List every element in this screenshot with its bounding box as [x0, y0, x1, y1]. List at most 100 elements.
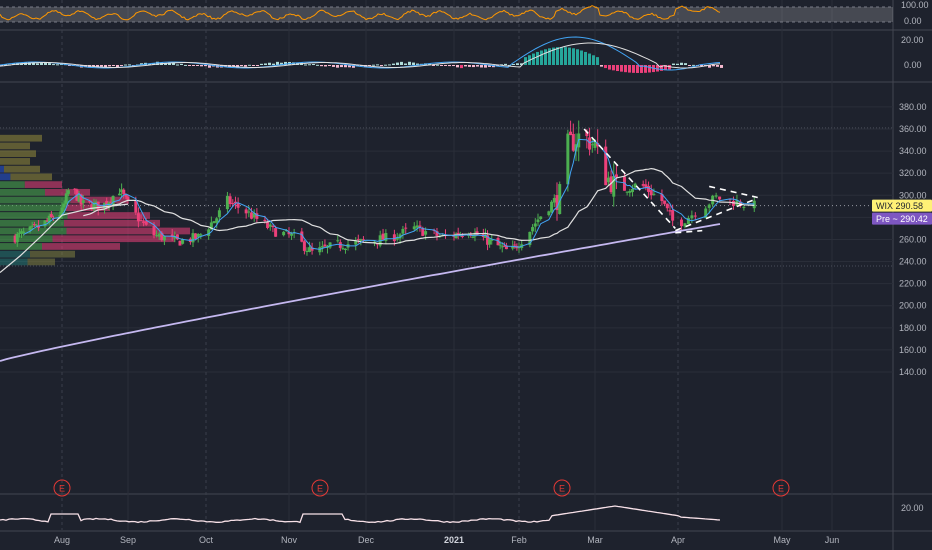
- price-tick: 200.00: [899, 301, 927, 311]
- candle-body: [415, 225, 419, 228]
- macd-histogram-bar: [516, 63, 519, 65]
- x-axis-label: 2021: [444, 535, 464, 545]
- candle-body: [625, 191, 629, 193]
- macd-histogram-bar: [52, 64, 55, 66]
- candle-body: [37, 225, 41, 228]
- macd-histogram-bar: [716, 65, 719, 67]
- wedge-line: [709, 185, 758, 199]
- macd-histogram-bar: [504, 63, 507, 65]
- candle-body: [392, 234, 396, 242]
- candle-body: [320, 246, 324, 248]
- candle-body: [64, 193, 68, 204]
- candle-body: [170, 234, 174, 237]
- macd-histogram-bar: [624, 65, 627, 73]
- x-axis-label: Aug: [54, 535, 70, 545]
- earnings-marker-circle: [53, 479, 71, 497]
- volume-profile-down: [10, 173, 52, 181]
- lower-indicator-panel: [0, 505, 721, 524]
- candle-body: [122, 189, 126, 195]
- macd-histogram-bar: [644, 65, 647, 73]
- x-axis-label: Jun: [825, 535, 840, 545]
- macd-histogram-bar: [460, 65, 463, 69]
- candle-body: [136, 213, 140, 222]
- candle-body: [13, 235, 17, 243]
- macd-histogram-bar: [396, 62, 399, 65]
- candle-body: [504, 245, 508, 250]
- price-tick: 180.00: [899, 323, 927, 333]
- candle-body: [652, 193, 656, 195]
- candle-body: [255, 213, 259, 219]
- earnings-marker-circle: [311, 479, 329, 497]
- macd-histogram-bar: [592, 55, 595, 65]
- candle-body: [217, 210, 221, 218]
- macd-histogram-bar: [180, 63, 183, 65]
- price-tick: 140.00: [899, 367, 927, 377]
- macd-histogram-bar: [372, 64, 375, 66]
- macd-histogram-bar: [620, 65, 623, 72]
- macd-histogram-bar: [692, 64, 695, 66]
- candle-body: [361, 239, 365, 241]
- x-axis-label: Dec: [358, 535, 375, 545]
- macd-histogram-bar: [28, 62, 31, 65]
- rsi-tick-0: 0.00: [904, 16, 922, 26]
- candle-body: [22, 231, 26, 234]
- candle-body: [79, 194, 83, 205]
- x-axis-label: Nov: [281, 535, 298, 545]
- candle-body: [585, 131, 589, 137]
- macd-histogram-bar: [92, 65, 95, 67]
- macd-histogram-bar: [316, 64, 319, 66]
- macd-histogram-bar: [56, 64, 59, 66]
- macd-histogram-bar: [412, 62, 415, 65]
- macd-histogram-bar: [232, 65, 235, 67]
- macd-histogram-bar: [648, 65, 651, 73]
- macd-histogram-bar: [284, 61, 287, 65]
- candle-body: [236, 203, 240, 208]
- volume-profile-down: [0, 142, 30, 150]
- candle-body: [633, 183, 637, 188]
- candle-body: [683, 223, 687, 227]
- macd-histogram-bar: [668, 65, 671, 70]
- candle-body: [250, 212, 254, 219]
- price-tick: 300.00: [899, 190, 927, 200]
- volume-profile-down: [27, 258, 55, 266]
- candle-body: [531, 227, 535, 232]
- candle-body: [117, 193, 121, 196]
- rsi-line: [0, 5, 721, 21]
- candle-body: [686, 218, 690, 225]
- volume-profile-down: [0, 134, 42, 142]
- macd-histogram-bar: [128, 64, 131, 66]
- macd-histogram-bar: [496, 65, 499, 66]
- macd-histogram-bar: [272, 63, 275, 65]
- macd-histogram-bar: [468, 65, 471, 67]
- wedge-line: [675, 229, 703, 234]
- panel-bg-0: [0, 0, 932, 28]
- pre-price-tag: [872, 212, 932, 225]
- macd-histogram-bar: [124, 64, 127, 66]
- macd-histogram-bar: [628, 65, 631, 73]
- macd-histogram-bar: [524, 57, 527, 65]
- candle-body: [43, 220, 47, 227]
- macd-histogram-bar: [12, 63, 15, 65]
- macd-histogram-bar: [260, 63, 263, 65]
- candle-body: [547, 211, 551, 216]
- candle-body: [513, 244, 517, 246]
- macd-histogram-bar: [208, 65, 211, 68]
- candle-body: [628, 191, 632, 193]
- candle-body: [231, 203, 235, 205]
- pre-price-label: Pre ~ 290.42: [876, 214, 928, 224]
- candle-body: [641, 184, 645, 186]
- macd-histogram-bar: [388, 64, 391, 66]
- panel-bg-2: [0, 84, 932, 492]
- macd-histogram-bar: [240, 65, 243, 66]
- volatility-line: [0, 505, 721, 524]
- macd-histogram-bar: [536, 51, 539, 65]
- candle-body: [718, 196, 722, 200]
- candle-body: [456, 232, 460, 236]
- macd-histogram-bar: [408, 61, 411, 65]
- candle-body: [209, 222, 213, 230]
- candle-body: [398, 234, 402, 239]
- candle-body: [490, 239, 494, 241]
- macd-histogram-bar: [596, 57, 599, 65]
